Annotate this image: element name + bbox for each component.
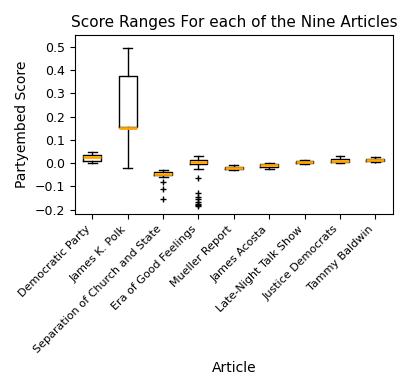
Title: Score Ranges For each of the Nine Articles: Score Ranges For each of the Nine Articl… <box>71 15 397 30</box>
X-axis label: Article: Article <box>211 361 256 375</box>
Y-axis label: Partyembed Score: Partyembed Score <box>15 61 29 188</box>
